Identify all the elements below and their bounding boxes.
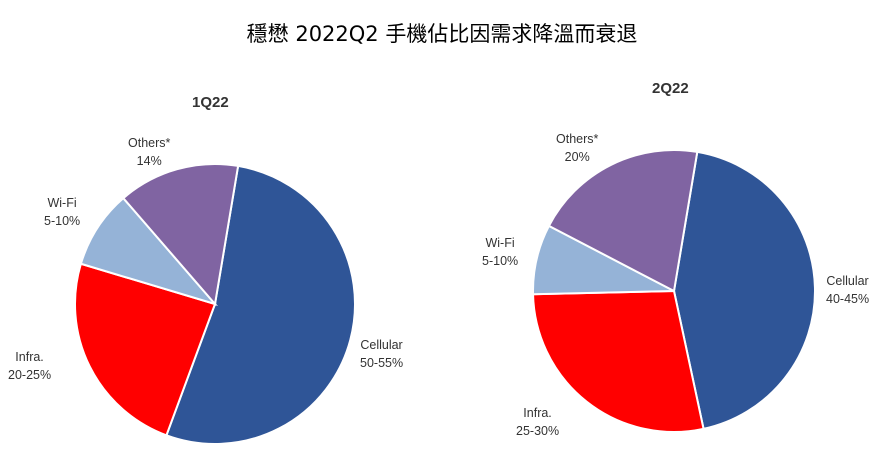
pie-slice-2q22-others	[547, 149, 699, 293]
label-1q22-others: Others* 14%	[128, 134, 170, 170]
chart-title: 穩懋 2022Q2 手機佔比因需求降溫而衰退	[246, 22, 638, 46]
label-2q22-infra: Infra. 25-30%	[516, 404, 559, 440]
slice-value: 25-30%	[516, 424, 560, 438]
label-2q22-others: Others* 20%	[556, 130, 598, 166]
pie-slice-1q22-others	[121, 163, 240, 307]
pie-title-1q22: 1Q22	[192, 94, 229, 111]
pie-slice-1q22-infra	[74, 262, 217, 437]
slice-name: Cellular	[360, 338, 403, 352]
pie-slice-1q22-wifi	[79, 196, 219, 306]
pie-title-2q22: 2Q22	[652, 80, 689, 97]
label-1q22-infra: Infra. 20-25%	[8, 348, 51, 384]
slice-name: Others*	[128, 136, 171, 150]
label-1q22-wifi: Wi-Fi 5-10%	[44, 194, 80, 230]
slice-value: 14%	[136, 154, 162, 168]
label-1q22-cellular: Cellular 50-55%	[360, 336, 403, 372]
slice-name: Infra.	[15, 350, 44, 364]
label-2q22-cellular: Cellular 40-45%	[826, 272, 869, 308]
slice-value: 5-10%	[482, 254, 519, 268]
slice-value: 5-10%	[44, 214, 81, 228]
pie-slice-2q22-cellular	[672, 150, 816, 431]
slice-name: Wi-Fi	[485, 236, 515, 250]
slice-name: Others*	[556, 132, 599, 146]
slice-value: 40-45%	[826, 292, 870, 306]
slice-name: Cellular	[826, 274, 869, 288]
slice-value: 50-55%	[360, 356, 404, 370]
label-2q22-wifi: Wi-Fi 5-10%	[482, 234, 518, 270]
pie-slice-1q22-cellular	[165, 164, 356, 445]
slice-name: Infra.	[523, 406, 552, 420]
pie-slice-2q22-infra	[532, 289, 705, 433]
slice-value: 20-25%	[8, 368, 52, 382]
slice-name: Wi-Fi	[47, 196, 77, 210]
slice-value: 20%	[564, 150, 590, 164]
